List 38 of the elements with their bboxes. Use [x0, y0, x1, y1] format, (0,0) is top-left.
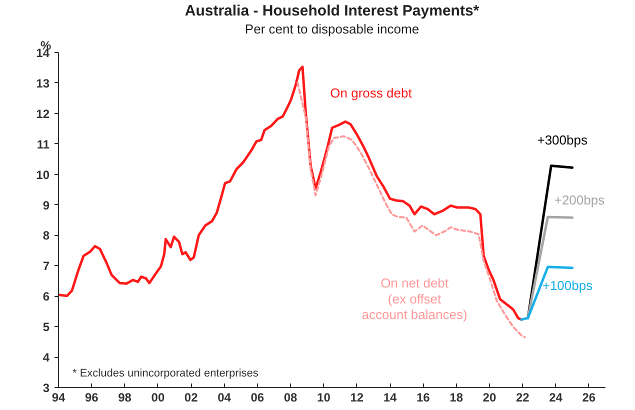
annotation: * Excludes unincorporated enterprises	[72, 368, 259, 380]
line-series	[58, 66, 523, 321]
y-tick-label: 4	[42, 350, 50, 365]
x-tick-label: 22	[516, 390, 530, 404]
line-series	[296, 82, 526, 338]
y-tick-label: 12	[36, 106, 50, 121]
chart-title: Australia - Household Interest Payments*	[184, 2, 480, 20]
x-tick-label: 00	[151, 390, 165, 404]
y-tick-label: 9	[42, 198, 50, 212]
y-tick-label: 10	[36, 168, 50, 182]
series-label: +100bps	[542, 278, 594, 293]
y-tick-label: 13	[36, 76, 50, 90]
x-tick-label: 02	[184, 390, 198, 404]
series-label: +300bps	[537, 132, 588, 148]
x-tick-label: 12	[350, 390, 364, 404]
x-tick-label: 20	[482, 390, 496, 404]
x-tick-label: 04	[218, 390, 232, 404]
chart-subtitle: Per cent to disposable income	[244, 22, 420, 36]
series-label: On gross debt	[330, 86, 412, 101]
x-tick-label: 24	[549, 390, 563, 404]
x-tick-label: 10	[317, 390, 331, 404]
x-tick-label: 96	[84, 390, 99, 404]
y-tick-label: 6	[42, 290, 50, 304]
x-tick-label: 18	[450, 390, 464, 404]
x-tick-label: 98	[118, 390, 132, 404]
x-tick-label: 08	[284, 390, 298, 404]
x-tick-label: 16	[416, 390, 430, 404]
y-tick-label: 7	[42, 259, 50, 274]
y-tick-label: 3	[42, 381, 50, 395]
x-tick-label: 14	[383, 390, 398, 404]
x-tick-label: 26	[582, 390, 596, 404]
series-label: On net debt (ex offset account balances)	[362, 276, 468, 322]
series-label: +200bps	[554, 192, 606, 208]
y-tick-label: 11	[36, 137, 50, 152]
y-tick-label: 5	[42, 320, 50, 334]
y-tick-label: 8	[42, 228, 50, 243]
x-tick-label: 06	[250, 390, 264, 404]
x-tick-label: 94	[52, 390, 66, 404]
